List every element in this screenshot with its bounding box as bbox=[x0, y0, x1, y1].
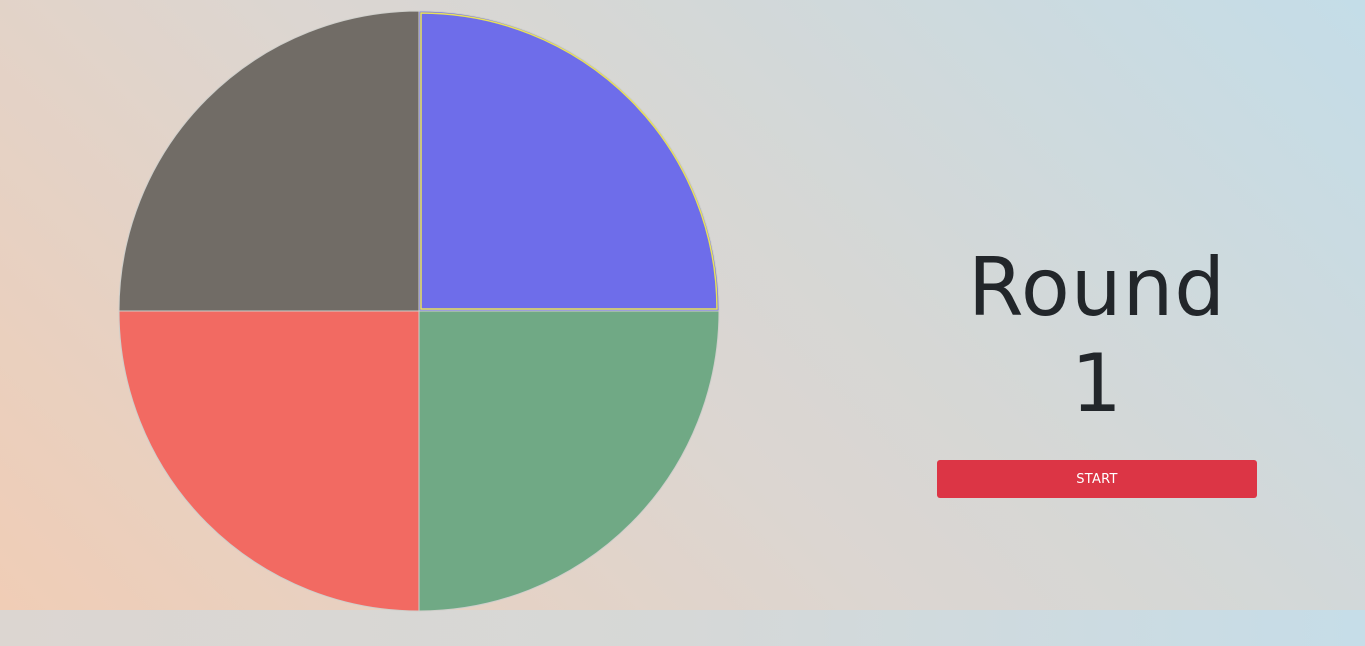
quadrant-top-right[interactable] bbox=[418, 10, 720, 312]
game-panel: Round 1 START bbox=[937, 240, 1257, 498]
quadrant-bottom-left[interactable] bbox=[118, 310, 420, 612]
quadrant-top-right-highlight bbox=[420, 12, 718, 310]
simon-board bbox=[116, 8, 722, 614]
background-footer-strip bbox=[0, 610, 1365, 646]
round-title: Round 1 bbox=[967, 241, 1227, 430]
simon-board-svg bbox=[118, 10, 720, 612]
quadrant-bottom-right[interactable] bbox=[418, 310, 720, 612]
start-button[interactable]: START bbox=[937, 460, 1257, 498]
quadrant-top-left[interactable] bbox=[118, 10, 420, 312]
